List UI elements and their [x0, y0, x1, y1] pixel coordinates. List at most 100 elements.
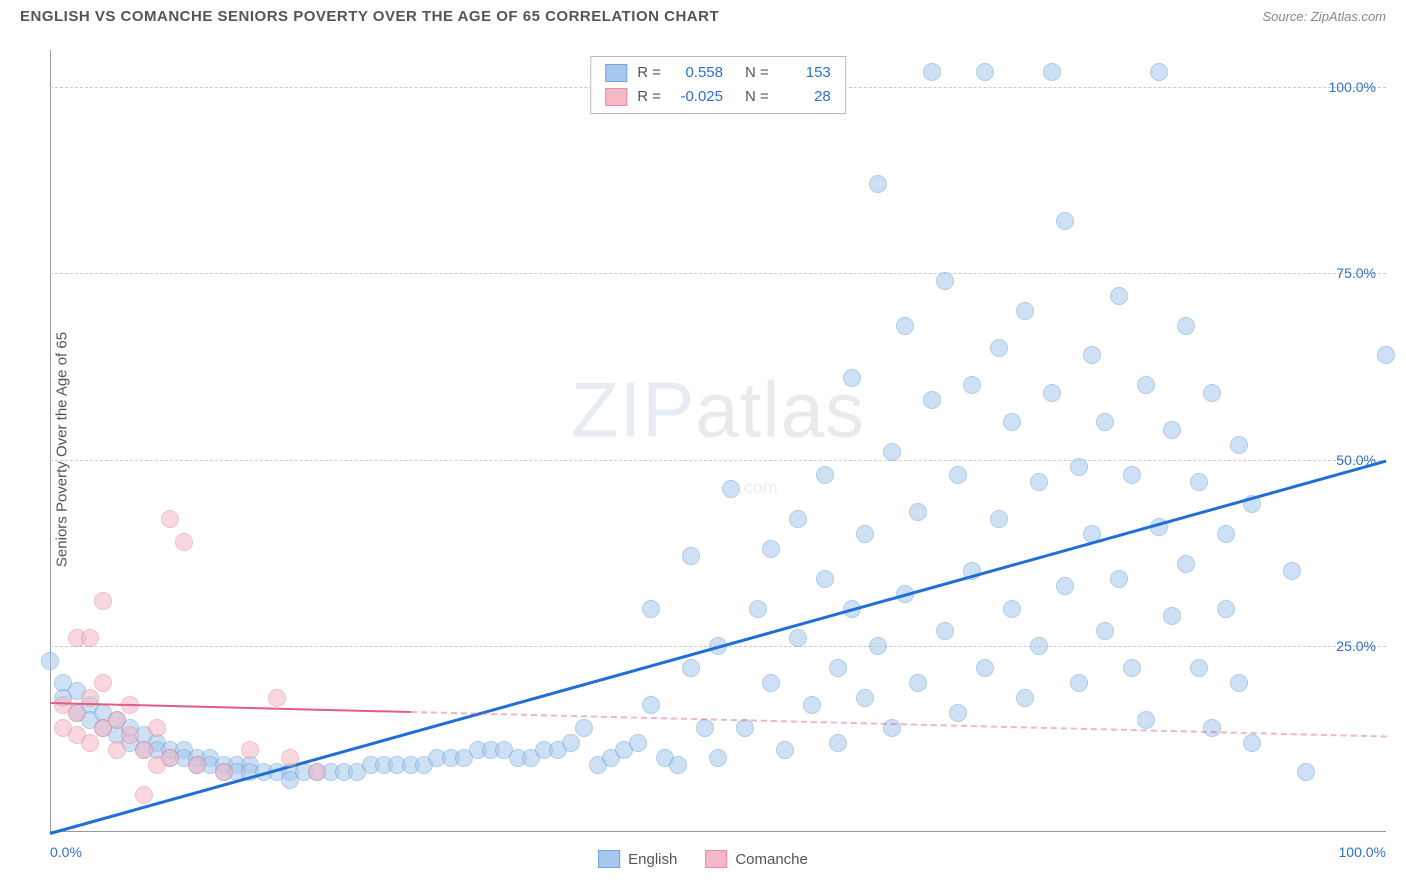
data-point	[696, 719, 714, 737]
data-point	[1190, 659, 1208, 677]
data-point	[990, 339, 1008, 357]
data-point	[1123, 659, 1141, 677]
data-point	[856, 689, 874, 707]
data-point	[135, 741, 153, 759]
data-point	[1003, 413, 1021, 431]
legend-item: Comanche	[705, 850, 808, 868]
data-point	[883, 443, 901, 461]
series-legend: English Comanche	[598, 850, 808, 868]
data-point	[175, 533, 193, 551]
data-point	[1177, 555, 1195, 573]
x-axis-line	[50, 831, 1386, 832]
data-point	[762, 540, 780, 558]
data-point	[1230, 436, 1248, 454]
legend-swatch	[605, 88, 627, 106]
data-point	[161, 510, 179, 528]
data-point	[1096, 622, 1114, 640]
n-value: 153	[779, 61, 831, 85]
data-point	[1190, 473, 1208, 491]
data-point	[1163, 607, 1181, 625]
data-point	[1043, 384, 1061, 402]
data-point	[81, 734, 99, 752]
data-point	[108, 711, 126, 729]
data-point	[68, 704, 86, 722]
r-label: R =	[637, 61, 661, 85]
data-point	[1203, 719, 1221, 737]
data-point	[148, 719, 166, 737]
data-point	[990, 510, 1008, 528]
data-point	[1030, 637, 1048, 655]
source-attribution: Source: ZipAtlas.com	[1262, 9, 1386, 24]
data-point	[923, 391, 941, 409]
data-point	[642, 600, 660, 618]
data-point	[1016, 302, 1034, 320]
data-point	[642, 696, 660, 714]
data-point	[976, 659, 994, 677]
chart-header: ENGLISH VS COMANCHE SENIORS POVERTY OVER…	[0, 0, 1406, 29]
data-point	[896, 317, 914, 335]
chart-title: ENGLISH VS COMANCHE SENIORS POVERTY OVER…	[20, 8, 719, 25]
data-point	[829, 659, 847, 677]
data-point	[1203, 384, 1221, 402]
data-point	[709, 749, 727, 767]
data-point	[94, 674, 112, 692]
watermark: ZIPatlas	[571, 364, 865, 455]
legend-label: English	[628, 851, 677, 868]
chart-area: Seniors Poverty Over the Age of 65 ZIPat…	[50, 50, 1386, 832]
data-point	[1096, 413, 1114, 431]
data-point	[869, 175, 887, 193]
legend-swatch	[598, 850, 620, 868]
data-point	[94, 592, 112, 610]
data-point	[949, 704, 967, 722]
data-point	[803, 696, 821, 714]
data-point	[1070, 674, 1088, 692]
data-point	[1177, 317, 1195, 335]
data-point	[789, 510, 807, 528]
data-point	[1217, 600, 1235, 618]
n-label: N =	[745, 85, 769, 109]
data-point	[856, 525, 874, 543]
data-point	[1283, 562, 1301, 580]
data-point	[749, 600, 767, 618]
data-point	[1056, 577, 1074, 595]
data-point	[1150, 63, 1168, 81]
data-point	[883, 719, 901, 737]
data-point	[135, 786, 153, 804]
r-label: R =	[637, 85, 661, 109]
data-point	[1043, 63, 1061, 81]
data-point	[936, 622, 954, 640]
data-point	[963, 376, 981, 394]
watermark-sub: .com	[739, 477, 778, 498]
gridline	[50, 460, 1386, 461]
data-point	[1030, 473, 1048, 491]
data-point	[762, 674, 780, 692]
legend-item: English	[598, 850, 677, 868]
data-point	[1163, 421, 1181, 439]
data-point	[1243, 734, 1261, 752]
data-point	[121, 726, 139, 744]
x-tick-label: 0.0%	[50, 844, 82, 860]
data-point	[1297, 763, 1315, 781]
data-point	[268, 689, 286, 707]
data-point	[1123, 466, 1141, 484]
data-point	[843, 369, 861, 387]
y-axis-line	[50, 50, 51, 832]
data-point	[722, 480, 740, 498]
y-tick-label: 75.0%	[1336, 265, 1376, 281]
data-point	[909, 503, 927, 521]
data-point	[789, 629, 807, 647]
y-tick-label: 100.0%	[1329, 79, 1376, 95]
data-point	[829, 734, 847, 752]
data-point	[1230, 674, 1248, 692]
data-point	[1217, 525, 1235, 543]
data-point	[682, 659, 700, 677]
scatter-plot: ZIPatlas .com R = 0.558 N = 153R =-0.025N =…	[50, 50, 1386, 832]
data-point	[816, 466, 834, 484]
legend-row: R =-0.025N =28	[605, 85, 831, 109]
data-point	[281, 749, 299, 767]
data-point	[923, 63, 941, 81]
legend-swatch	[605, 64, 627, 82]
r-value: 0.558	[671, 61, 723, 85]
correlation-legend: R = 0.558 N = 153R =-0.025N =28	[590, 56, 846, 114]
legend-row: R =0.558N =153	[605, 61, 831, 85]
